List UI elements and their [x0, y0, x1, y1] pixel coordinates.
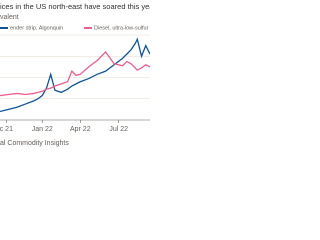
series-line	[0, 37, 150, 113]
legend-label: ender strip, Algonquin	[10, 25, 63, 31]
chart-title: ices in the US north-east have soared th…	[0, 2, 150, 11]
x-tick-label: c 21	[0, 126, 13, 133]
x-tick-label: Jan 22	[32, 126, 53, 133]
legend-label: Diesel, ultra-low-sulfur NY Harbor	[94, 25, 150, 31]
chart: ices in the US north-east have soared th…	[0, 0, 150, 150]
series-line	[0, 50, 150, 97]
x-tick-label: Jul 22	[109, 126, 128, 133]
x-tick-label: Apr 22	[70, 126, 91, 133]
chart-subtitle: valent	[0, 14, 19, 21]
source: al Commodity Insights	[0, 140, 69, 147]
